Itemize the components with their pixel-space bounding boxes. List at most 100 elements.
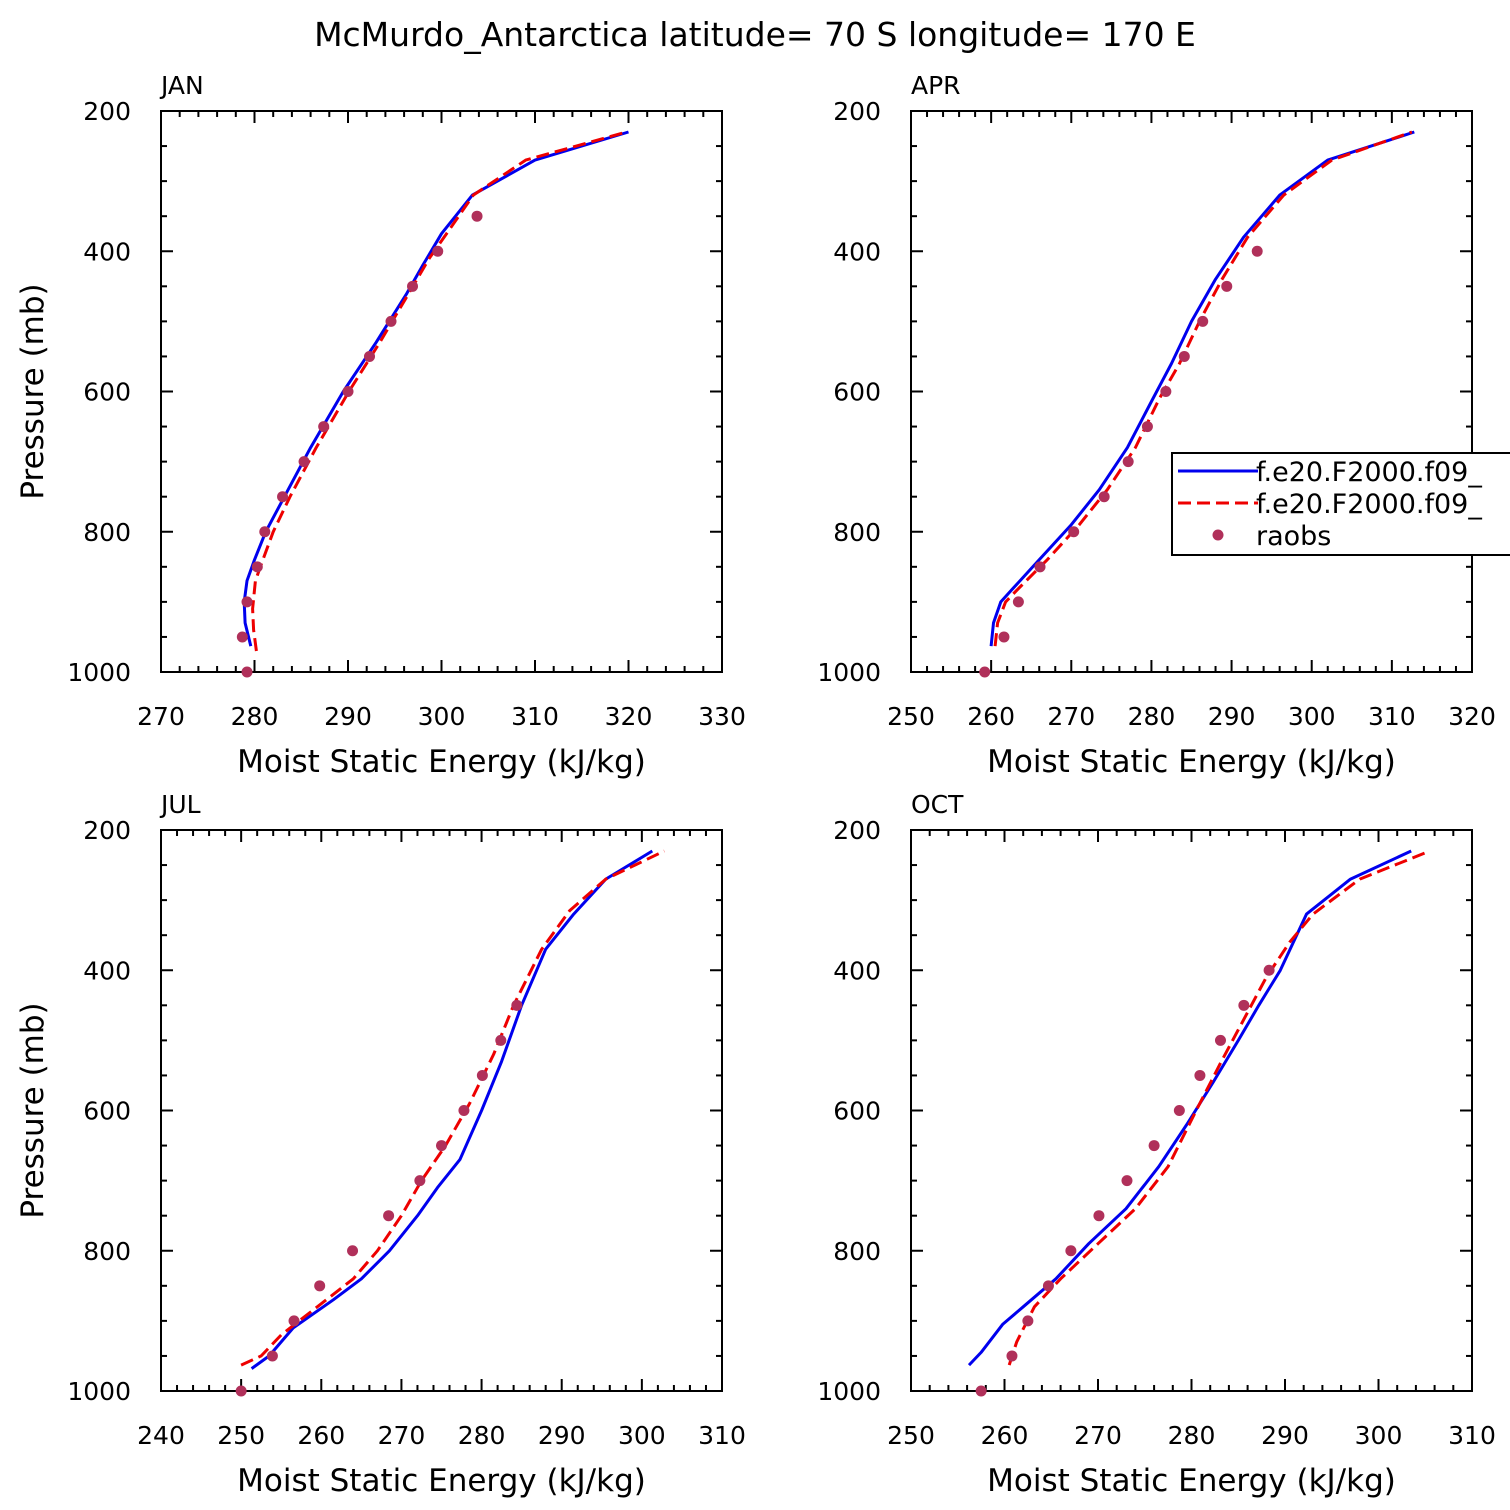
y-tick-label: 800 (83, 1237, 131, 1266)
x-tick-label: 300 (1288, 702, 1336, 731)
x-tick-label: 270 (1047, 702, 1095, 731)
raobs-point (511, 999, 523, 1011)
x-tick-label: 270 (1074, 1421, 1122, 1450)
raobs-point (476, 1069, 488, 1081)
legend-label: raobs (1256, 521, 1331, 552)
raobs-point (314, 1280, 326, 1292)
raobs-point (975, 1385, 987, 1397)
x-axis-label: Moist Static Energy (kJ/kg) (987, 1463, 1396, 1499)
x-axis-label: Moist Static Energy (kJ/kg) (237, 744, 646, 780)
x-tick-label: 320 (1448, 702, 1496, 731)
legend-label: f.e20.F2000.f09_ (1256, 457, 1482, 488)
model1-line (989, 130, 1415, 647)
raobs-point (1006, 1350, 1018, 1362)
raobs-point (1214, 1034, 1226, 1046)
y-axis-label: Pressure (mb) (15, 1002, 51, 1218)
raobs-point (1173, 1105, 1185, 1116)
plot-frame (910, 829, 1473, 1392)
y-tick-label: 1000 (67, 658, 131, 687)
raobs-point (364, 350, 376, 362)
x-tick-label: 250 (887, 702, 935, 731)
model1-line (967, 849, 1412, 1367)
raobs-point (1034, 561, 1046, 573)
x-tick-label: 300 (418, 702, 466, 731)
y-tick-label: 600 (833, 378, 881, 407)
raobs-point (318, 421, 330, 433)
x-tick-label: 270 (378, 1421, 426, 1450)
raobs-point (1012, 596, 1024, 608)
legend: f.e20.F2000.f09_f.e20.F2000.f09_raobs (1171, 452, 1510, 556)
chart-panels: 270 280 290 300 310 320 330 200 400 600 800 1000 JAN… (15, 71, 1510, 1499)
panel-title: JAN (159, 71, 204, 100)
y-tick-label: 800 (833, 518, 881, 547)
model2-line (993, 130, 1413, 647)
raobs-point (1122, 456, 1134, 468)
raobs-point (342, 386, 354, 397)
x-tick-label: 260 (967, 702, 1015, 731)
plot-frame (910, 110, 1473, 673)
model2-line (1007, 849, 1431, 1366)
legend-label: f.e20.F2000.f09_ (1256, 489, 1482, 520)
plot-frame (160, 829, 723, 1392)
y-tick-label: 600 (83, 378, 131, 407)
raobs-point (251, 561, 263, 573)
x-tick-label: 280 (1128, 702, 1176, 731)
x-tick-label: 320 (605, 702, 653, 731)
raobs-point (1251, 245, 1263, 257)
x-axis-label: Moist Static Energy (kJ/kg) (237, 1463, 646, 1499)
x-tick-label: 260 (297, 1421, 345, 1450)
raobs-point (432, 245, 444, 257)
y-tick-label: 400 (833, 956, 881, 985)
y-tick-label: 400 (83, 956, 131, 985)
y-tick-label: 200 (83, 97, 131, 126)
x-tick-label: 300 (618, 1421, 666, 1450)
raobs-point (471, 210, 483, 222)
y-tick-label: 200 (83, 816, 131, 845)
raobs-point (1221, 280, 1233, 292)
model2-line (251, 130, 628, 652)
x-tick-label: 290 (538, 1421, 586, 1450)
raobs-point (998, 631, 1010, 643)
panel-apr: 250 260 270 280 290 300 310 320 200 400 600 800 1000… (817, 71, 1495, 780)
x-tick-label: 290 (324, 702, 372, 731)
raobs-point (383, 1210, 395, 1222)
raobs-point (1178, 350, 1190, 362)
figure-title: McMurdo_Antarctica latitude= 70 S longit… (314, 15, 1196, 54)
panel-jul: 240 250 260 270 280 290 300 310 200 400 600 800 1000… (15, 790, 746, 1499)
model1-line (242, 130, 629, 647)
raobs-point (1121, 1175, 1133, 1187)
x-axis-label: Moist Static Energy (kJ/kg) (987, 744, 1396, 780)
raobs-point (458, 1105, 470, 1116)
y-tick-label: 800 (83, 518, 131, 547)
panel-title: APR (911, 71, 961, 100)
raobs-point (1068, 526, 1080, 538)
y-tick-label: 1000 (67, 1377, 131, 1406)
raobs-point (241, 666, 253, 678)
raobs-point (259, 526, 271, 538)
x-tick-label: 260 (981, 1421, 1029, 1450)
y-tick-label: 400 (833, 237, 881, 266)
raobs-point (266, 1350, 278, 1362)
raobs-point (414, 1175, 426, 1187)
raobs-point (1238, 999, 1250, 1011)
raobs-point (1042, 1280, 1054, 1292)
y-tick-label: 1000 (817, 658, 881, 687)
raobs-point (1022, 1315, 1034, 1327)
x-tick-label: 250 (217, 1421, 265, 1450)
raobs-point (495, 1034, 507, 1046)
raobs-point (1065, 1245, 1077, 1257)
raobs-point (436, 1140, 447, 1152)
y-tick-label: 600 (833, 1097, 881, 1126)
x-tick-label: 310 (698, 1421, 746, 1450)
raobs-point (1160, 386, 1172, 397)
x-tick-label: 290 (1208, 702, 1256, 731)
raobs-point (277, 491, 289, 503)
raobs-point (1141, 421, 1153, 433)
y-axis-label: Pressure (mb) (15, 283, 51, 499)
raobs-point (979, 666, 991, 678)
x-tick-label: 280 (1168, 1421, 1216, 1450)
model2-line (240, 849, 665, 1367)
panel-title: OCT (911, 790, 964, 819)
x-tick-label: 250 (887, 1421, 935, 1450)
x-tick-label: 270 (137, 702, 185, 731)
